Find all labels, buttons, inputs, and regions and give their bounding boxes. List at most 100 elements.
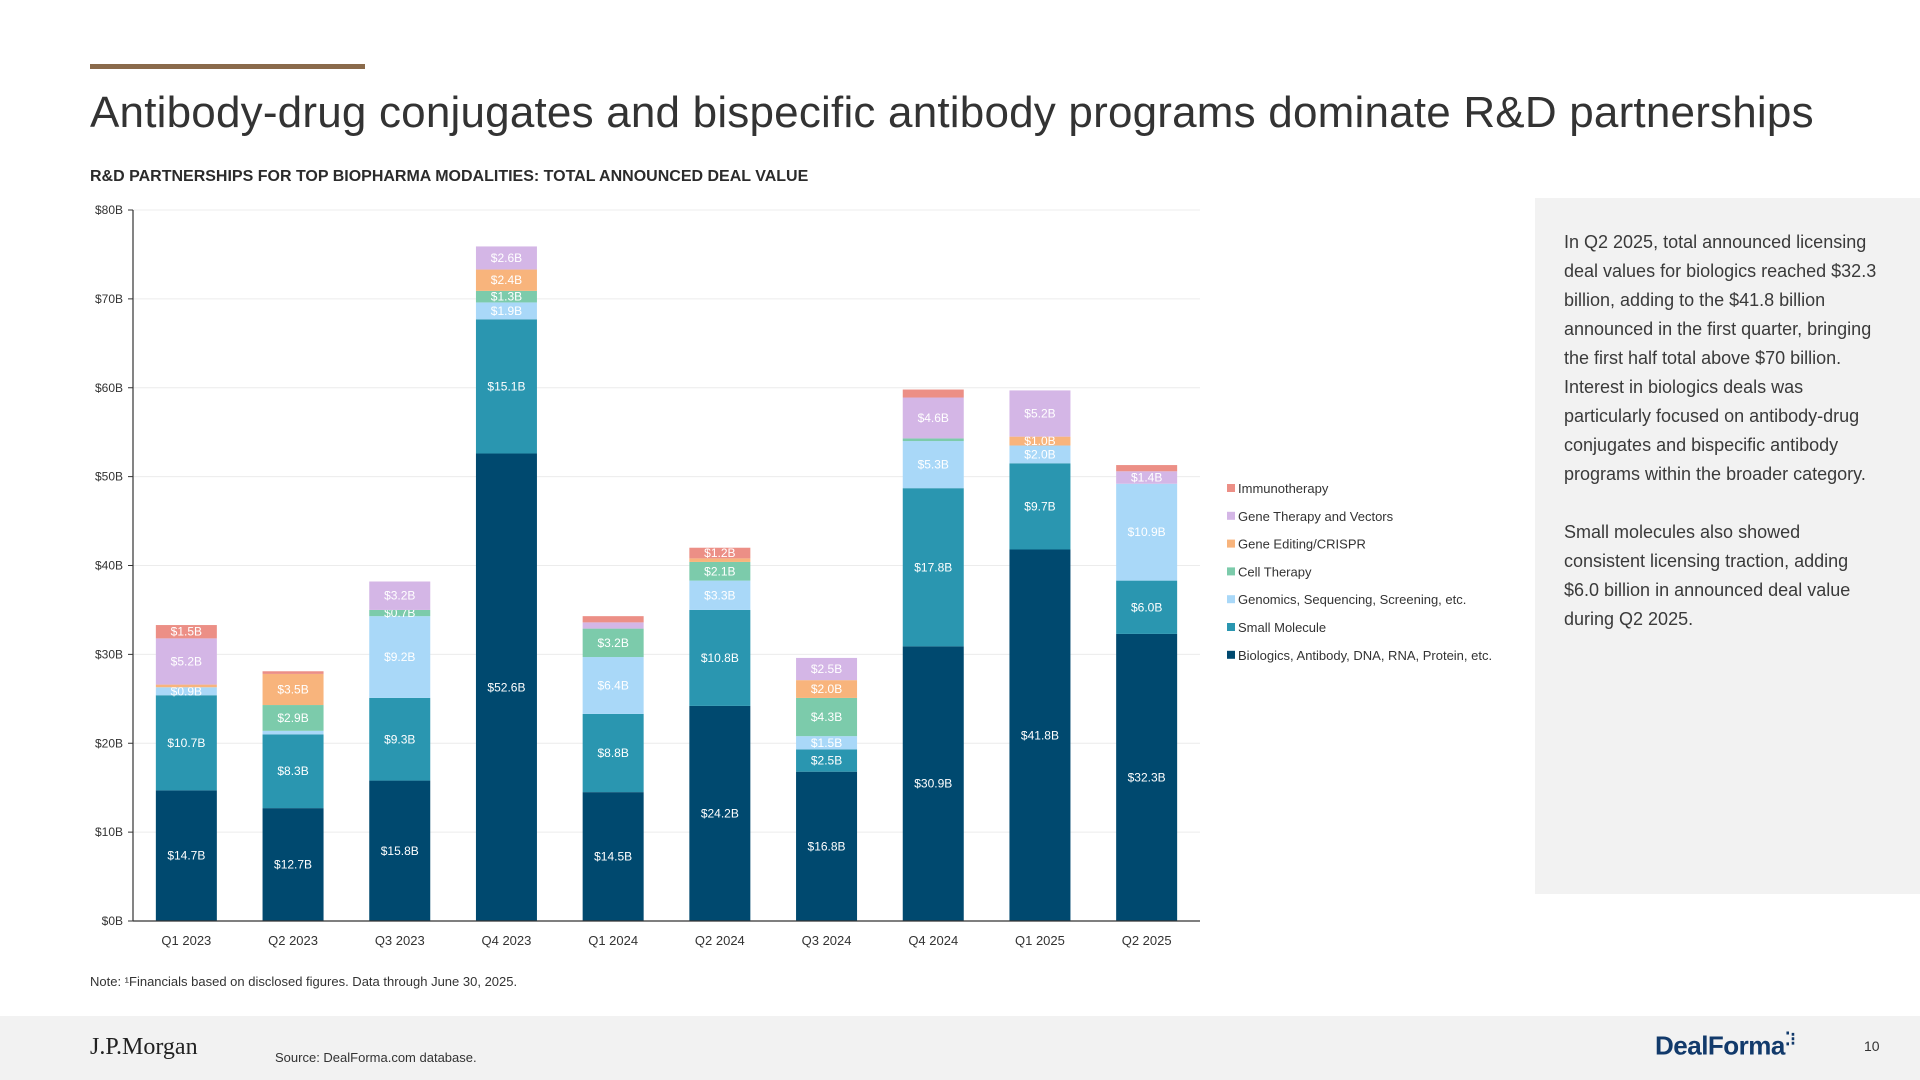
data-label: $24.2B: [701, 806, 739, 820]
bar-segment: [475, 246, 537, 270]
bar-segment: [369, 581, 431, 610]
data-label: $2.9B: [277, 711, 308, 725]
y-tick-label: $60B: [95, 381, 123, 395]
bar-segment: [1116, 471, 1178, 484]
bar-segment: [475, 453, 537, 921]
data-label: $0.9B: [171, 684, 202, 698]
bar-segment: [1116, 465, 1178, 472]
x-tick-label: Q4 2024: [908, 933, 958, 948]
bar-segment: [902, 397, 964, 439]
data-label: $5.3B: [918, 458, 949, 472]
data-label: $4.3B: [811, 710, 842, 724]
data-label: $1.3B: [491, 290, 522, 304]
data-label: $2.1B: [704, 564, 735, 578]
bar-segment: [582, 657, 644, 714]
legend-swatch: [1227, 623, 1235, 631]
data-label: $9.7B: [1024, 499, 1055, 513]
data-label: $9.2B: [384, 650, 415, 664]
data-label: $3.5B: [277, 682, 308, 696]
bar-segment: [689, 580, 751, 610]
bar-segment: [902, 441, 964, 489]
bar-segment: [796, 697, 858, 737]
legend-label: Immunotherapy: [1238, 481, 1329, 496]
data-label: $52.6B: [487, 680, 525, 694]
data-label: $10.9B: [1128, 525, 1166, 539]
bar-segment: [582, 792, 644, 921]
y-tick-label: $70B: [95, 292, 123, 306]
y-tick-label: $30B: [95, 647, 123, 661]
y-tick-label: $40B: [95, 559, 123, 573]
legend-swatch: [1227, 650, 1235, 659]
data-label: $2.0B: [1024, 447, 1055, 461]
bar-segment: [369, 697, 431, 781]
legend-swatch: [1227, 567, 1235, 576]
footnote: Note: ¹Financials based on disclosed fig…: [90, 974, 518, 989]
x-tick-label: Q1 2024: [588, 933, 638, 948]
bar-segment: [1009, 549, 1071, 921]
accent-bar: [90, 64, 365, 69]
bar-segment: [262, 705, 324, 731]
source-note: Source: DealForma.com database.: [275, 1050, 477, 1065]
bar-segment: [155, 790, 217, 921]
data-label: $41.8B: [1021, 728, 1059, 742]
bar-segment: [155, 687, 217, 696]
data-label: $1.5B: [171, 625, 202, 639]
y-tick-label: $0B: [102, 914, 123, 928]
bar-segment: [475, 290, 537, 303]
chart-subtitle: R&D PARTNERSHIPS FOR TOP BIOPHARMA MODAL…: [90, 168, 809, 185]
bar-segment: [582, 616, 644, 623]
dealforma-logo-text: DealForma: [1655, 1030, 1785, 1061]
bar-segment: [689, 561, 751, 581]
bar-segment: [1116, 633, 1178, 921]
commentary-panel: [1535, 198, 1920, 894]
data-label: $1.5B: [811, 736, 842, 750]
commentary-paragraph-2: Small molecules also showed consistent l…: [1564, 522, 1851, 629]
bar-segment: [475, 302, 537, 320]
data-label: $12.7B: [274, 858, 312, 872]
bar-segment: [582, 628, 644, 658]
bar-segment: [155, 625, 217, 639]
data-label: $14.7B: [167, 849, 205, 863]
bar-segment: [902, 488, 964, 647]
bar-segment: [1116, 580, 1178, 634]
data-label: $8.3B: [277, 764, 308, 778]
data-label: $1.2B: [704, 546, 735, 560]
bar-segment: [902, 438, 964, 442]
bar-segment: [475, 269, 537, 291]
bar-segment: [262, 673, 324, 706]
data-label: $5.2B: [171, 654, 202, 668]
data-label: $14.5B: [594, 850, 632, 864]
dealforma-logo: DealForma⁚⁝: [1655, 1029, 1796, 1062]
x-tick-label: Q2 2023: [268, 933, 318, 948]
page-title: Antibody-drug conjugates and bispecific …: [90, 88, 1814, 137]
legend-swatch: [1227, 511, 1235, 520]
bar-segment: [262, 734, 324, 809]
x-tick-label: Q1 2023: [161, 933, 211, 948]
bar-segment: [689, 609, 751, 706]
data-label: $3.2B: [384, 589, 415, 603]
bar-segment: [1009, 463, 1071, 550]
legend-label: Gene Editing/CRISPR: [1238, 537, 1366, 552]
bar-segment: [582, 622, 644, 629]
data-label: $17.8B: [914, 560, 952, 574]
data-label: $15.8B: [381, 844, 419, 858]
footer-bar: [0, 1016, 1920, 1080]
data-label: $2.5B: [811, 754, 842, 768]
y-tick-label: $80B: [95, 203, 123, 217]
data-label: $10.8B: [701, 651, 739, 665]
bar-segment: [262, 730, 324, 735]
legend-label: Cell Therapy: [1238, 564, 1312, 579]
bar-segment: [796, 749, 858, 772]
bar-segment: [155, 684, 217, 688]
x-tick-label: Q1 2025: [1015, 933, 1065, 948]
bar-segment: [689, 705, 751, 921]
y-tick-label: $50B: [95, 470, 123, 484]
data-label: $10.7B: [167, 736, 205, 750]
bar-segment: [902, 389, 964, 398]
data-label: $1.0B: [1024, 434, 1055, 448]
commentary-text: In Q2 2025, total announced licensing de…: [1564, 228, 1884, 663]
x-tick-label: Q3 2023: [375, 933, 425, 948]
legend-swatch: [1227, 539, 1235, 548]
bar-segment: [475, 319, 537, 454]
data-label: $2.6B: [491, 251, 522, 265]
